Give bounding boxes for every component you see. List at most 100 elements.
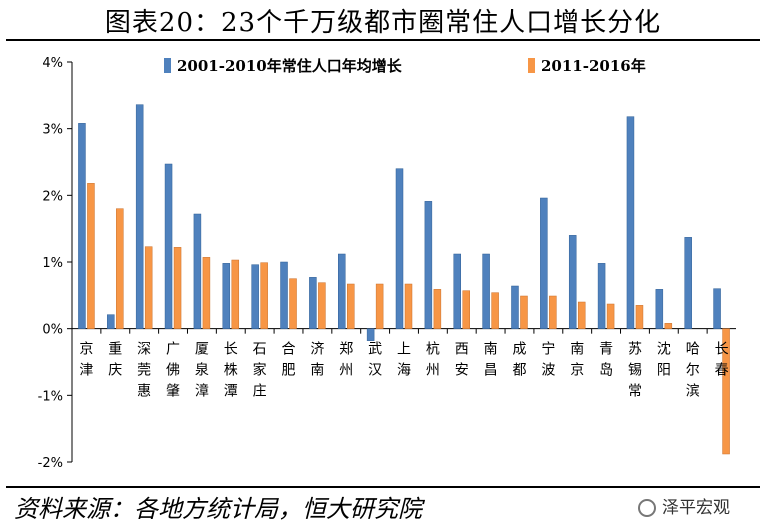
bar-2011-2016 — [491, 292, 499, 329]
category-label: 莞 — [137, 363, 151, 379]
watermark: 泽平宏观 — [638, 493, 730, 518]
category-label: 州 — [339, 363, 353, 379]
category-label: 南 — [484, 342, 498, 358]
bar-2011-2016 — [635, 305, 644, 329]
category-label: 南 — [310, 363, 324, 379]
category-label: 苏 — [628, 342, 642, 358]
category-label: 庆 — [108, 363, 122, 379]
bar-2001-2010 — [193, 213, 202, 329]
bar-2011-2016 — [173, 247, 182, 329]
y-tick-label: -1% — [38, 389, 63, 404]
category-label: 合 — [282, 342, 296, 358]
legend-label: 2001-2010年常住人口年均增长 — [177, 57, 403, 75]
bar-2011-2016 — [549, 295, 557, 329]
category-label: 庄 — [253, 383, 267, 400]
bar-2011-2016 — [722, 328, 730, 455]
legend-swatch — [164, 58, 171, 73]
category-label: 济 — [310, 342, 324, 358]
category-label: 家 — [253, 362, 267, 379]
bar-2001-2010 — [78, 123, 86, 329]
category-label: 泉 — [195, 362, 209, 379]
bar-2011-2016 — [664, 323, 673, 329]
category-label: 重 — [108, 342, 122, 358]
bar-2011-2016 — [318, 282, 326, 329]
category-label: 长 — [224, 342, 238, 358]
bar-2001-2010 — [540, 197, 548, 329]
bar-2001-2010 — [395, 168, 404, 329]
bar-2001-2010 — [338, 253, 346, 329]
category-label: 海 — [397, 363, 411, 379]
category-label: 常 — [628, 384, 642, 400]
category-label: 杭 — [426, 342, 440, 358]
category-label: 广 — [166, 342, 180, 358]
category-label: 宁 — [541, 341, 555, 358]
category-label: 州 — [426, 363, 440, 379]
category-label: 安 — [455, 363, 469, 379]
bar-2001-2010 — [713, 288, 721, 329]
bar-2001-2010 — [482, 253, 490, 329]
category-label: 石 — [253, 342, 267, 358]
category-label: 津 — [79, 363, 93, 379]
title-rule — [6, 39, 760, 41]
category-label: 沈 — [657, 342, 671, 358]
category-label: 京 — [570, 363, 584, 379]
bar-2011-2016 — [347, 283, 355, 329]
category-label: 佛 — [166, 363, 180, 379]
bar-2011-2016 — [289, 278, 297, 329]
watermark-text: 泽平宏观 — [662, 498, 730, 518]
y-tick-label: 1% — [42, 256, 63, 271]
legend-label: 2011-2016年 — [541, 57, 646, 75]
category-label: 武 — [368, 342, 382, 358]
category-label: 锡 — [628, 363, 642, 379]
bar-2001-2010 — [135, 104, 144, 329]
bar-2011-2016 — [87, 183, 95, 329]
category-label: 惠 — [137, 384, 151, 400]
category-label: 春 — [715, 363, 729, 379]
category-label: 长 — [715, 342, 729, 358]
bar-2011-2016 — [404, 283, 413, 329]
bar-2011-2016 — [144, 246, 153, 329]
bar-2001-2010 — [453, 253, 461, 329]
y-tick-label: 3% — [42, 123, 63, 138]
category-label: 株 — [224, 363, 238, 379]
category-label: 郑 — [339, 342, 353, 358]
category-label: 滨 — [686, 384, 700, 400]
category-label: 潭 — [224, 383, 238, 400]
category-label: 尔 — [686, 363, 700, 379]
category-label: 青 — [599, 342, 613, 358]
bar-chart: 4%3%2%1%0%-1%-2%京津重庆深莞惠广佛肇厦泉漳长株潭石家庄合肥济南郑… — [38, 56, 736, 471]
bar-2001-2010 — [511, 285, 519, 329]
bar-2011-2016 — [260, 262, 268, 329]
y-tick-label: -2% — [38, 456, 63, 471]
bar-2001-2010 — [568, 235, 577, 329]
bar-2011-2016 — [462, 290, 470, 329]
source-note: 资料来源：各地方统计局，恒大研究院 — [14, 495, 422, 523]
bar-2011-2016 — [433, 289, 442, 329]
category-label: 成 — [512, 342, 526, 358]
bar-2001-2010 — [597, 263, 606, 329]
bar-2001-2010 — [222, 263, 231, 329]
category-label: 阳 — [657, 363, 671, 379]
bar-2001-2010 — [164, 163, 173, 329]
category-label: 深 — [137, 342, 151, 358]
bar-2001-2010 — [424, 201, 433, 329]
bar-2011-2016 — [231, 259, 240, 329]
bar-2011-2016 — [375, 283, 384, 329]
y-tick-label: 4% — [42, 56, 63, 71]
bar-2001-2010 — [626, 116, 635, 329]
footer-rule — [6, 486, 760, 488]
category-label: 上 — [397, 342, 411, 358]
category-label: 昌 — [484, 363, 498, 379]
bar-2011-2016 — [520, 295, 528, 329]
wechat-icon — [638, 499, 656, 517]
bar-2011-2016 — [606, 303, 615, 329]
category-label: 岛 — [599, 363, 613, 379]
bar-2011-2016 — [577, 301, 586, 329]
chart-title: 图表20：23个千万级都市圈常住人口增长分化 — [104, 8, 662, 38]
bar-2001-2010 — [655, 289, 664, 329]
category-label: 肥 — [282, 363, 296, 379]
bar-2001-2010 — [684, 237, 692, 329]
bar-2011-2016 — [116, 208, 124, 329]
bar-2001-2010 — [366, 328, 375, 341]
category-label: 哈 — [686, 342, 700, 358]
